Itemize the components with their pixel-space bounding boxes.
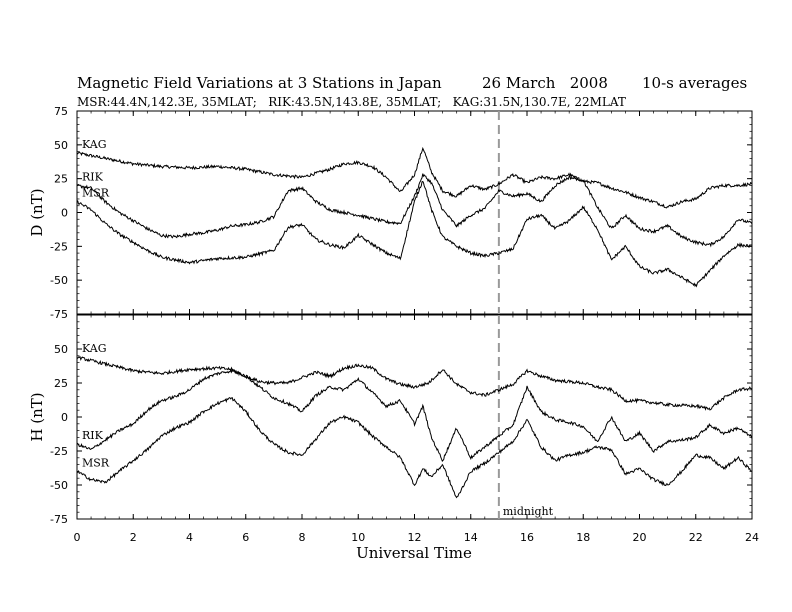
panel-h: 50 25 0 -25 -50 -75 H (nT) KAG RIK MSR [28, 314, 753, 526]
y-tick-label: 50 [54, 343, 68, 356]
series-label-kag: KAG [82, 342, 107, 355]
panel-d: 75 50 25 0 -25 -50 -75 D (nT) KAG RIK MSR [28, 105, 753, 321]
x-tick-label: 8 [299, 531, 306, 544]
y-tick-label: -75 [50, 308, 68, 321]
y-tick-label: -50 [50, 479, 68, 492]
series-line-msr [76, 180, 753, 288]
series-label-kag: KAG [82, 138, 107, 151]
x-tick-label: 20 [633, 531, 647, 544]
midnight-label: midnight [503, 505, 554, 518]
series-label-rik: RIK [82, 429, 104, 442]
x-tick-label: 2 [130, 531, 137, 544]
x-tick-label: 18 [576, 531, 590, 544]
series-label-msr: MSR [82, 187, 110, 200]
chart-averaging: 10-s averages [642, 74, 747, 92]
x-tick-label: 12 [408, 531, 422, 544]
y-tick-label: -25 [50, 445, 68, 458]
x-tick-label: 6 [242, 531, 249, 544]
series-line-msr [76, 397, 753, 499]
y-tick-label: 0 [61, 411, 68, 424]
x-tick-label: 24 [745, 531, 759, 544]
panels-group: 75 50 25 0 -25 -50 -75 D (nT) KAG RIK MSR 50 25 0 -25 -… [28, 105, 759, 544]
x-tick-label: 0 [74, 531, 81, 544]
y-tick-label: -25 [50, 240, 68, 253]
x-tick-label: 22 [689, 531, 703, 544]
y-tick-label: -75 [50, 513, 68, 526]
chart-title: Magnetic Field Variations at 3 Stations … [77, 74, 442, 92]
x-tick-label: 16 [520, 531, 534, 544]
y-tick-label: 50 [54, 139, 68, 152]
y-axis-label: D (nT) [28, 188, 46, 236]
panel-frame [76, 110, 753, 315]
chart-date: 26 March 2008 [482, 74, 608, 92]
series-label-msr: MSR [82, 456, 110, 469]
x-tick-label: 14 [464, 531, 478, 544]
y-tick-label: -50 [50, 274, 68, 287]
y-tick-label: 75 [54, 105, 68, 118]
panel-frame [76, 314, 753, 520]
series-line-rik [76, 173, 753, 248]
x-tick-label: 10 [351, 531, 365, 544]
y-tick-label: 0 [61, 207, 68, 220]
x-axis-label: Universal Time [356, 544, 472, 562]
series-line-kag [76, 355, 753, 411]
series-line-kag [76, 146, 753, 209]
chart-subtitle: MSR:44.4N,142.3E, 35MLAT; RIK:43.5N,143.… [77, 95, 626, 109]
x-tick-label: 4 [186, 531, 193, 544]
y-tick-label: 25 [54, 377, 68, 390]
series-label-rik: RIK [82, 170, 104, 183]
y-axis-label: H (nT) [28, 392, 46, 441]
series-line-rik [76, 368, 753, 462]
y-tick-label: 25 [54, 173, 68, 186]
